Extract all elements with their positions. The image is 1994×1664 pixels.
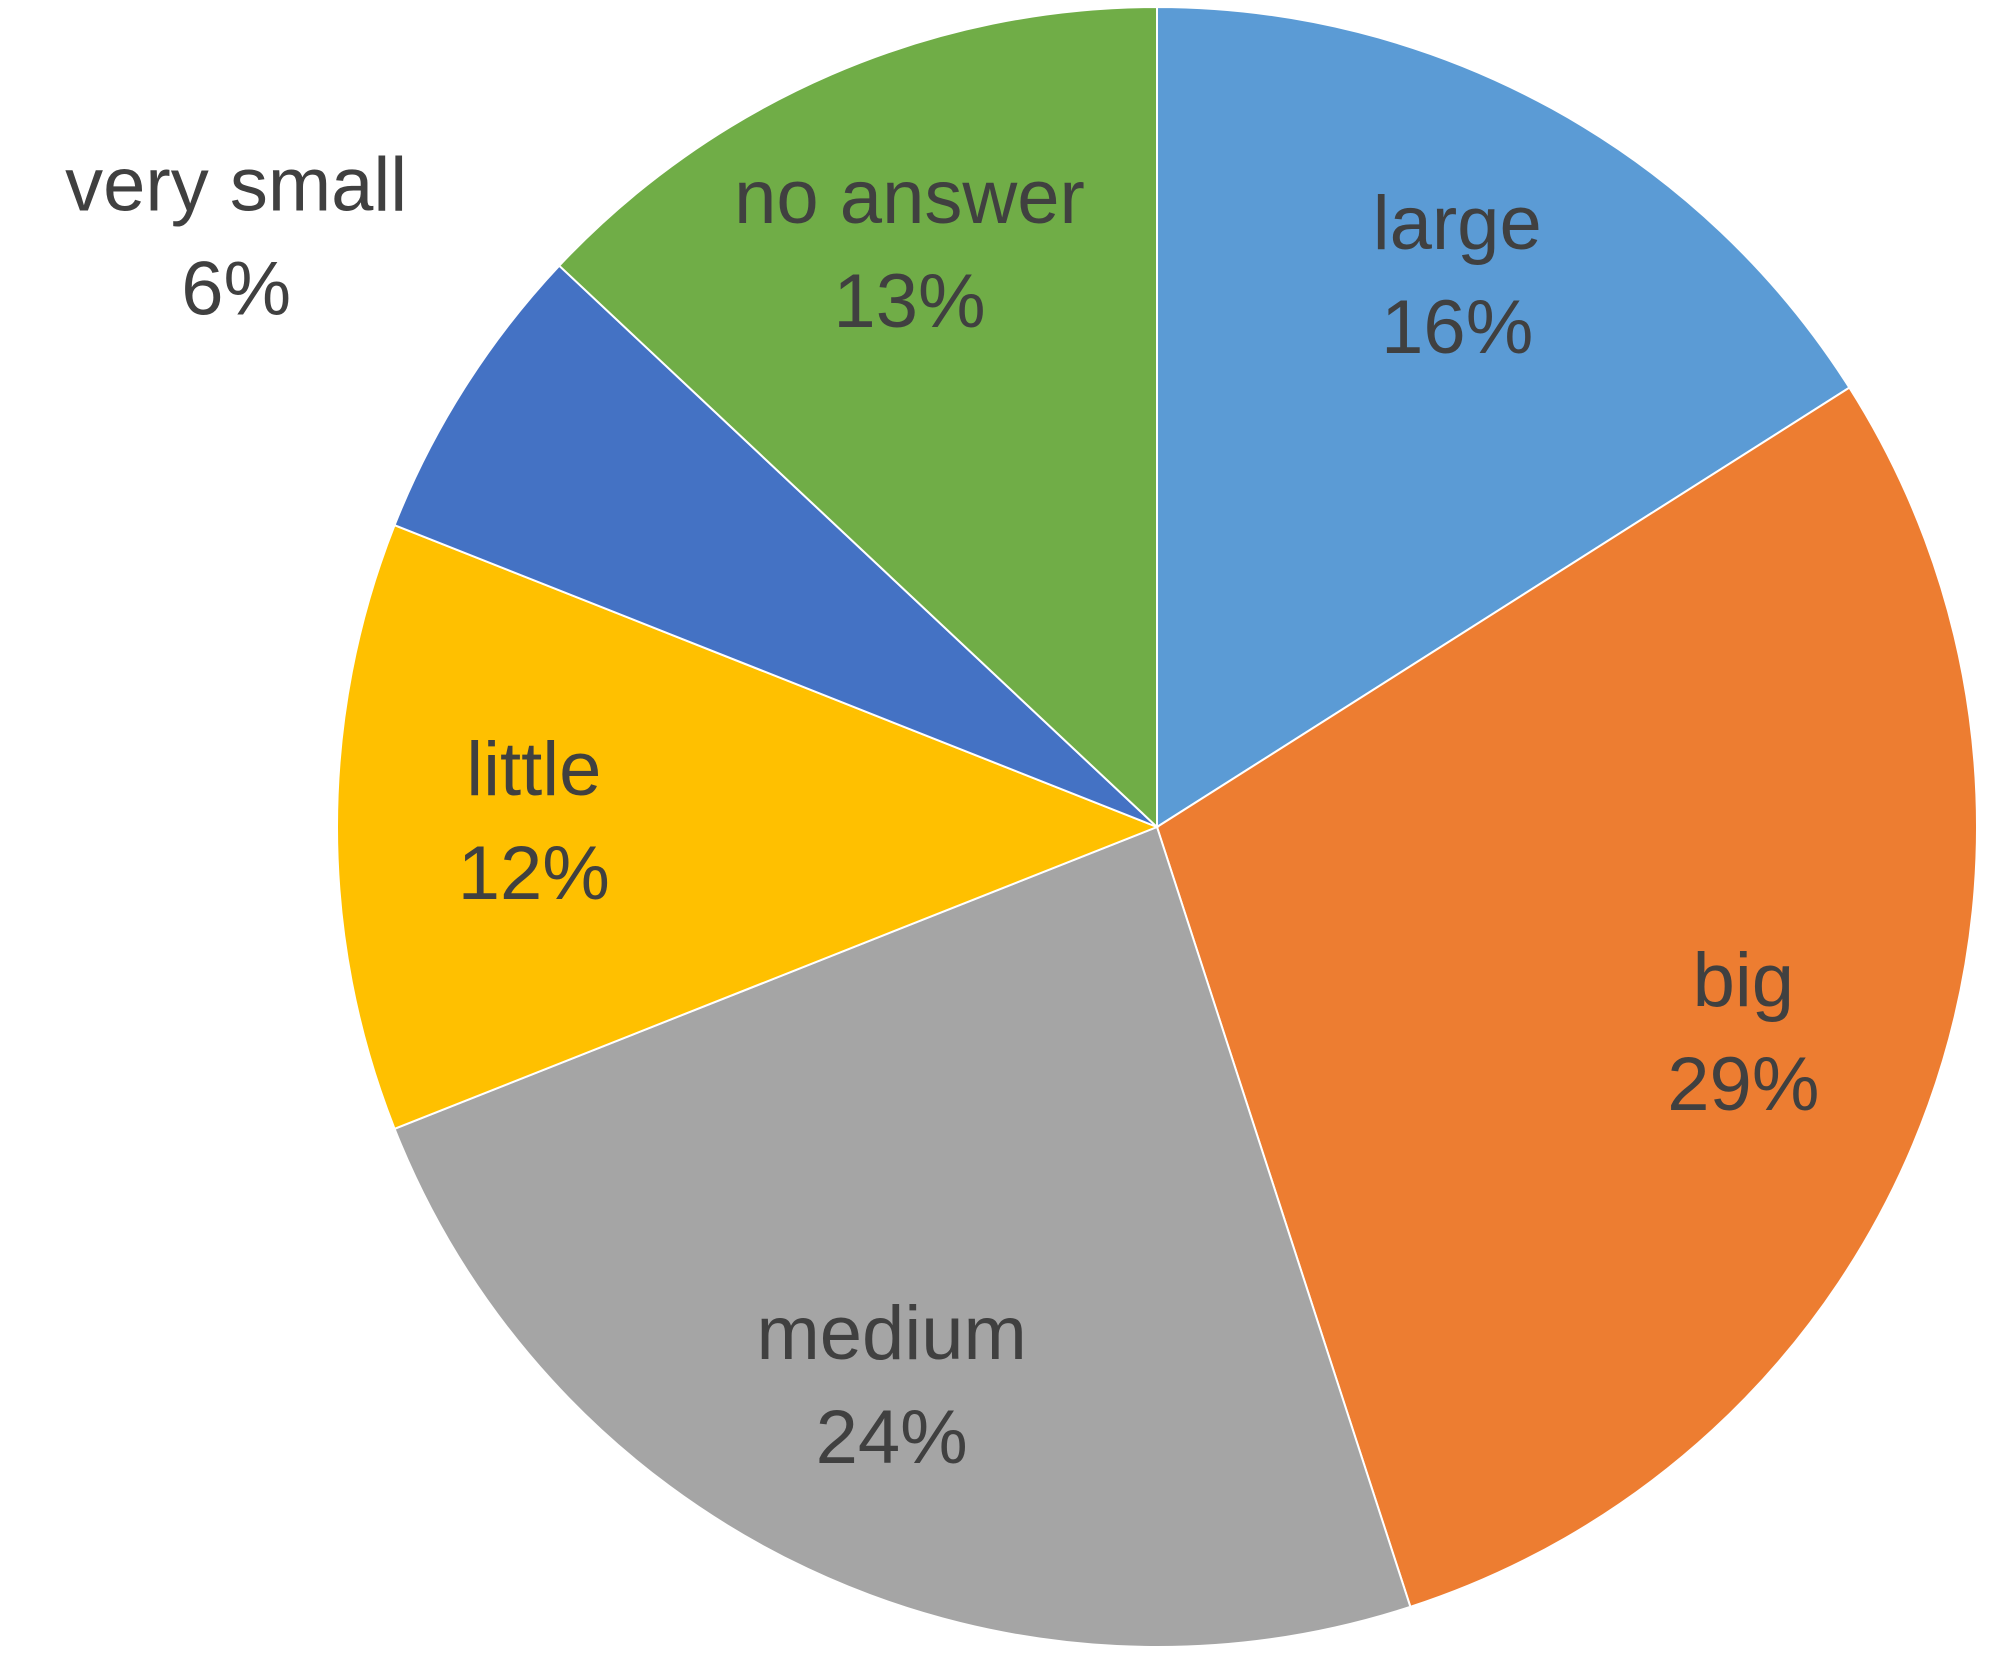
pie-slice — [336, 523, 1160, 1131]
slice-label: large — [1373, 181, 1542, 266]
slice-label: big — [1693, 938, 1794, 1023]
slice-label: medium — [756, 1291, 1026, 1376]
slice-value-label: 13% — [833, 259, 985, 344]
pie-slice — [393, 264, 1158, 828]
slice-value-label: 29% — [1667, 1042, 1819, 1127]
pie-slice — [1156, 5, 1851, 829]
pie-slice — [557, 5, 1158, 830]
slice-label: little — [466, 727, 601, 812]
slice-label: no answer — [734, 155, 1085, 240]
slice-label: very small — [65, 143, 407, 228]
slice-value-label: 16% — [1381, 285, 1533, 370]
pie-slice — [1155, 386, 1978, 1609]
pie-slice — [393, 825, 1412, 1648]
slice-value-label: 24% — [816, 1395, 968, 1480]
slice-value-label: 6% — [181, 247, 291, 332]
slice-value-label: 12% — [458, 831, 610, 916]
